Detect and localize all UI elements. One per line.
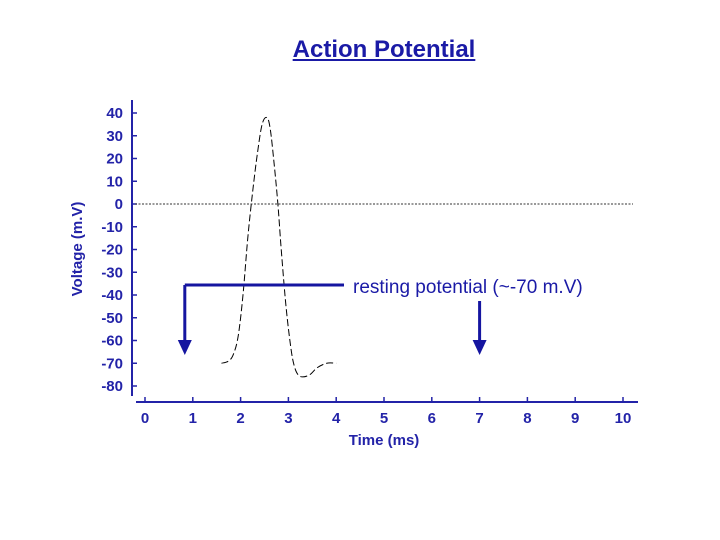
y-tick-label: -70 (101, 355, 123, 372)
x-tick-label: 10 (615, 410, 632, 427)
y-tick-label: 20 (106, 151, 123, 168)
y-tick-label: -50 (101, 310, 123, 327)
y-tick-label: 40 (106, 105, 123, 122)
y-tick-label: -80 (101, 378, 123, 395)
y-axis-ticks: 40 30 20 10 0 -10 -20 -30 -40 -50 -60 -70 -80 (101, 105, 137, 395)
annotation-label: resting potential (~-70 m.V) (353, 277, 583, 298)
x-tick-label: 5 (380, 410, 388, 427)
x-tick-label: 7 (475, 410, 483, 427)
y-axis-label: Voltage (m.V) (69, 202, 86, 297)
axes (131, 100, 638, 403)
annotation-group: resting potential (~-70 m.V) (177, 277, 583, 355)
x-tick-label: 0 (141, 410, 149, 427)
x-tick-label: 6 (428, 410, 436, 427)
arrow-left-head (177, 340, 192, 355)
x-axis-label: Time (ms) (349, 432, 420, 449)
x-tick-label: 9 (571, 410, 579, 427)
x-tick-label: 3 (284, 410, 292, 427)
x-axis-ticks: 0 1 2 3 4 5 6 7 8 9 10 (141, 397, 632, 427)
voltage-trace (221, 116, 337, 378)
y-tick-label: -10 (101, 219, 123, 236)
voltage-trace-line (221, 116, 337, 378)
y-tick-label: -20 (101, 242, 123, 259)
y-tick-label: 30 (106, 128, 123, 145)
y-tick-label: -40 (101, 287, 123, 304)
chart-title: Action Potential (292, 36, 476, 63)
y-tick-label: 0 (115, 196, 123, 213)
y-tick-label: -60 (101, 333, 123, 350)
x-tick-label: 4 (332, 410, 341, 427)
y-tick-label: 10 (106, 173, 123, 190)
x-tick-label: 2 (236, 410, 244, 427)
x-tick-label: 8 (523, 410, 531, 427)
y-tick-label: -30 (101, 264, 123, 281)
x-tick-label: 1 (189, 410, 197, 427)
arrow-right-head (472, 340, 487, 355)
